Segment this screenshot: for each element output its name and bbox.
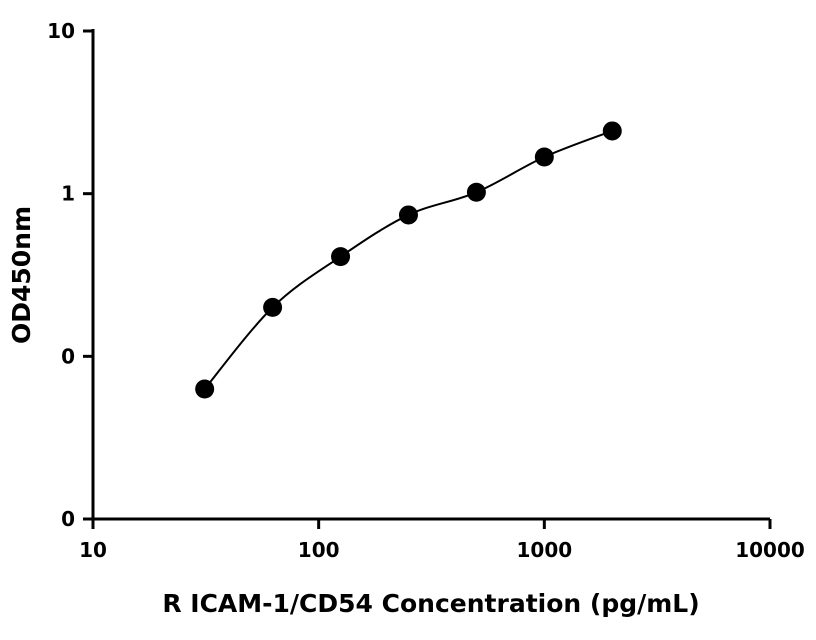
x-tick-label: 100: [298, 538, 340, 562]
data-point: [263, 297, 283, 317]
x-tick-label: 10000: [735, 538, 805, 562]
y-tick-label: 0: [61, 344, 75, 368]
y-tick-label: 0: [61, 507, 75, 531]
y-tick-label: 1: [61, 182, 75, 206]
data-point: [195, 379, 215, 399]
data-point: [331, 247, 351, 267]
x-tick-label: 1000: [516, 538, 572, 562]
x-axis-title: R ICAM-1/CD54 Concentration (pg/mL): [162, 589, 699, 618]
y-axis-title: OD450nm: [7, 206, 36, 344]
data-point: [534, 147, 554, 167]
data-points: [195, 121, 622, 399]
y-tick-label: 10: [47, 19, 75, 43]
x-tick-label: 10: [79, 538, 107, 562]
ticks: 10 100 1000 10000 0 0 1 10: [47, 19, 805, 562]
data-point: [398, 205, 418, 225]
data-point: [602, 121, 622, 141]
fit-curve: [203, 130, 613, 390]
data-point: [466, 182, 486, 202]
axes: [91, 29, 770, 521]
